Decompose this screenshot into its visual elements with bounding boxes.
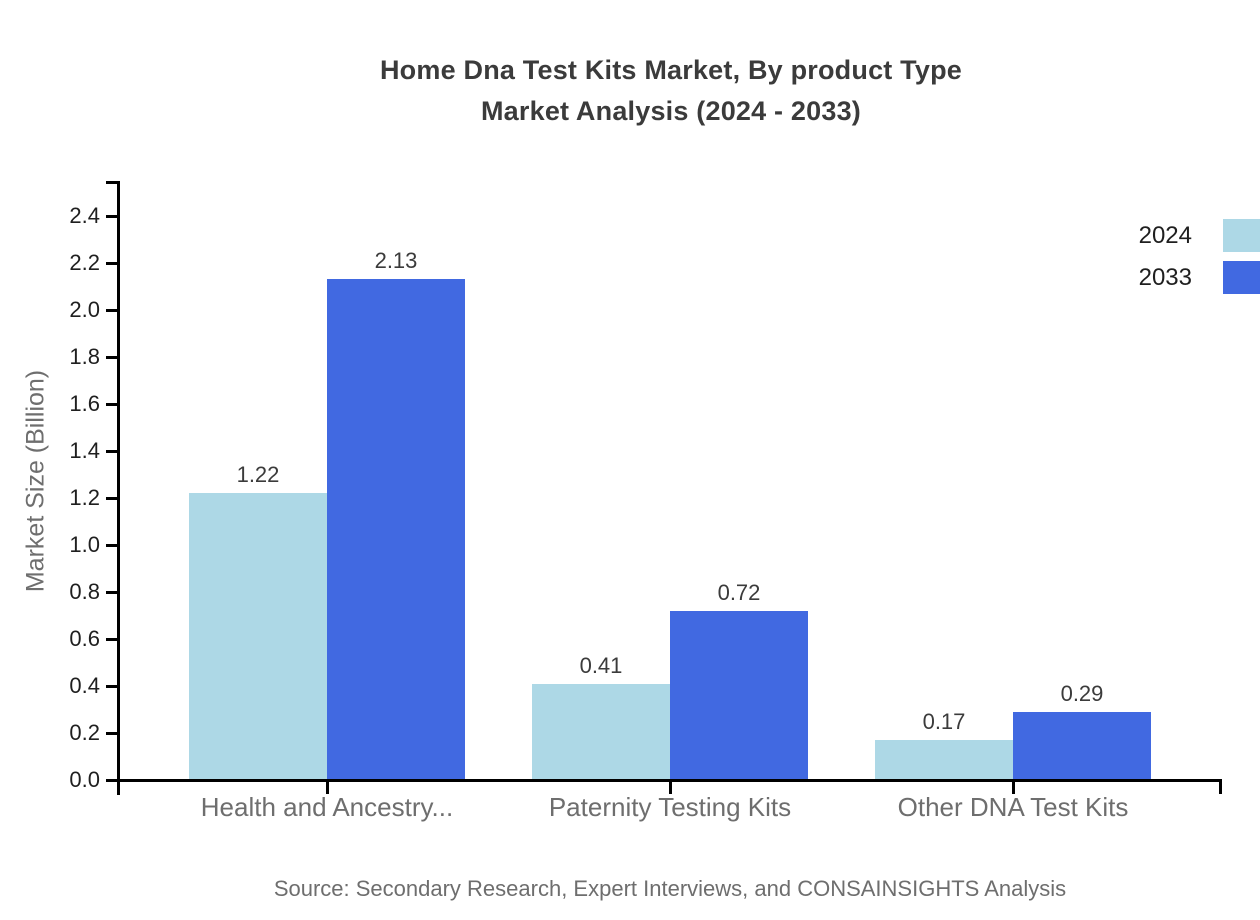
y-tick-0.8: [106, 591, 118, 594]
y-tick-2.2: [106, 262, 118, 265]
source-note: Source: Secondary Research, Expert Inter…: [273, 876, 1067, 901]
y-tick-0.6: [106, 638, 118, 641]
y-tick-1.6: [106, 403, 118, 406]
bar-2024-other-dna-test-kits: [875, 740, 1013, 780]
category-label-other-dna-test-kits: Other DNA Test Kits: [897, 792, 1129, 822]
bar-2033-health-and-ancestry: [327, 279, 465, 780]
x-tick-other-dna-test-kits: [1012, 780, 1015, 794]
value-label-2024-other-dna-test-kits: 0.17: [922, 709, 966, 734]
y-tick-label-2.2: 2.2: [69, 250, 100, 275]
x-tick-health-and-ancestry: [326, 780, 329, 794]
y-tick-label-1.8: 1.8: [69, 344, 100, 369]
legend-label-2024: 2024: [1138, 222, 1192, 249]
y-tick-2.0: [106, 309, 118, 312]
y-tick-0.4: [106, 685, 118, 688]
chart-title-line1: Home Dna Test Kits Market, By product Ty…: [379, 55, 962, 85]
legend-swatch-2024: [1223, 219, 1260, 252]
y-tick-label-0.2: 0.2: [69, 720, 100, 745]
chart-title-line2: Market Analysis (2024 - 2033): [480, 96, 861, 126]
y-tick-label-1.6: 1.6: [69, 391, 100, 416]
y-tick-1.2: [106, 497, 118, 500]
legend-label-2033: 2033: [1138, 264, 1192, 291]
y-tick-1.8: [106, 356, 118, 359]
x-tick-paternity-testing-kits: [669, 780, 672, 794]
bar-2033-paternity-testing-kits: [670, 611, 808, 780]
value-label-2033-other-dna-test-kits: 0.29: [1060, 681, 1104, 706]
category-label-paternity-testing-kits: Paternity Testing Kits: [548, 792, 792, 822]
y-axis-end-cap: [106, 181, 118, 184]
y-tick-1.0: [106, 544, 118, 547]
bar-2033-other-dna-test-kits: [1013, 712, 1151, 780]
y-tick-label-1.4: 1.4: [69, 438, 100, 463]
y-tick-label-0.8: 0.8: [69, 579, 100, 604]
bar-2024-health-and-ancestry: [189, 493, 327, 780]
y-tick-0.2: [106, 732, 118, 735]
y-tick-label-0.4: 0.4: [69, 673, 100, 698]
category-label-health-and-ancestry: Health and Ancestry...: [200, 792, 454, 822]
value-label-2033-paternity-testing-kits: 0.72: [717, 580, 761, 605]
legend-swatch-2033: [1223, 261, 1260, 294]
y-tick-label-0.6: 0.6: [69, 626, 100, 651]
y-tick-label-2.0: 2.0: [69, 297, 100, 322]
y-tick-2.4: [106, 215, 118, 218]
y-tick-label-1.2: 1.2: [69, 485, 100, 510]
y-tick-1.4: [106, 450, 118, 453]
y-tick-label-0.0: 0.0: [69, 767, 100, 792]
y-tick-label-1.0: 1.0: [69, 532, 100, 557]
y-tick-label-2.4: 2.4: [69, 203, 100, 228]
value-label-2024-paternity-testing-kits: 0.41: [579, 653, 623, 678]
y-axis-spine: [117, 181, 120, 795]
chart-title: Home Dna Test Kits Market, By product Ty…: [82, 50, 1260, 132]
y-tick-0.0: [106, 779, 118, 782]
bar-2024-paternity-testing-kits: [532, 684, 670, 780]
x-axis-end-tick: [1219, 780, 1222, 794]
value-label-2033-health-and-ancestry: 2.13: [374, 248, 418, 273]
value-label-2024-health-and-ancestry: 1.22: [236, 462, 280, 487]
x-axis-spine: [106, 779, 1222, 782]
